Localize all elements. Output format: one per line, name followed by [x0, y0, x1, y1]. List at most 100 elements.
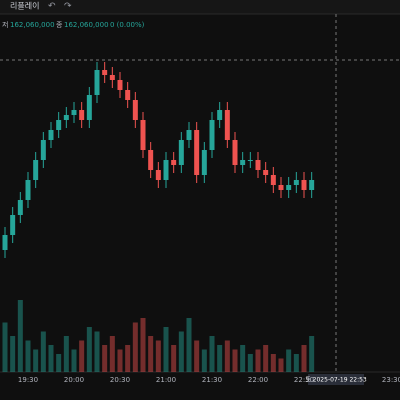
volume-bar	[270, 354, 276, 372]
header-low: 162,060,000	[10, 21, 55, 29]
volume-bar	[224, 340, 230, 372]
volume-bar	[56, 354, 62, 372]
header-close: 162,060,000	[64, 21, 109, 29]
volume-bar	[240, 345, 246, 372]
candle-body	[240, 160, 246, 165]
volume-bar	[186, 318, 192, 372]
candle-body	[232, 140, 238, 165]
header-close-label: 종	[56, 21, 63, 29]
x-tick-label: 21:30	[202, 376, 222, 384]
candle-body	[71, 110, 77, 115]
volume-bar	[125, 345, 131, 372]
volume-bar	[10, 336, 16, 372]
candle-body	[217, 110, 223, 120]
x-tick-label: 22:30	[294, 376, 314, 384]
candle-body	[263, 170, 269, 175]
candle-body	[301, 180, 307, 190]
header-change: 0 (0.00%)	[110, 21, 145, 29]
candle-body	[2, 235, 8, 250]
candle-body	[125, 90, 131, 100]
volume-bar	[163, 327, 169, 372]
candle-body	[270, 175, 276, 185]
volume-bar	[33, 349, 39, 372]
candle-body	[79, 110, 85, 120]
candle-body	[278, 185, 284, 190]
volume-bar	[102, 345, 108, 372]
x-tick-label: 23:30	[382, 376, 400, 384]
candle-body	[117, 80, 123, 90]
volume-bar	[71, 349, 77, 372]
volume-bar	[301, 345, 307, 372]
volume-bar	[2, 322, 8, 372]
volume-bar	[148, 336, 154, 372]
volume-bar	[117, 349, 123, 372]
candle-body	[56, 120, 62, 130]
volume-bar	[293, 354, 299, 372]
toolbar	[0, 0, 400, 14]
candle-body	[33, 160, 39, 180]
candle-body	[86, 95, 92, 120]
x-tick-label: 19:30	[18, 376, 38, 384]
candle-body	[155, 170, 161, 180]
candle-body	[25, 180, 31, 200]
volume-bar	[25, 340, 31, 372]
candle-body	[102, 70, 108, 75]
candle-body	[178, 140, 184, 165]
candle-body	[186, 130, 192, 140]
volume-bar	[201, 349, 207, 372]
volume-bar	[17, 300, 23, 372]
volume-bar	[79, 340, 85, 372]
volume-bar	[209, 336, 215, 372]
candle-body	[17, 200, 23, 215]
volume-bar	[94, 331, 100, 372]
candle-body	[40, 140, 46, 160]
candle-body	[109, 75, 115, 80]
candle-body	[132, 100, 138, 120]
redo[interactable]: ↷	[64, 2, 72, 12]
candle-body	[194, 130, 200, 175]
volume-bar	[155, 340, 161, 372]
x-tick-label: 21:00	[156, 376, 176, 384]
volume-bar	[132, 322, 138, 372]
volume-bar	[109, 336, 115, 372]
volume-bar	[232, 349, 238, 372]
candle-body	[201, 150, 207, 175]
replay-button[interactable]: 리플레이	[10, 1, 39, 11]
volume-bar	[263, 345, 269, 372]
candle-body	[286, 185, 292, 190]
candle-body	[63, 115, 69, 120]
volume-bar	[309, 336, 315, 372]
candle-body	[309, 180, 315, 190]
cursor-label-bg	[308, 374, 364, 385]
volume-bar	[86, 327, 92, 372]
volume-bar	[178, 331, 184, 372]
candle-body	[171, 160, 177, 165]
volume-bar	[194, 340, 200, 372]
volume-bar	[171, 345, 177, 372]
candle-body	[293, 180, 299, 185]
volume-bar	[286, 349, 292, 372]
volume-bar	[255, 349, 261, 372]
candle-body	[48, 130, 54, 140]
volume-bar	[40, 331, 46, 372]
volume-bar	[278, 358, 284, 372]
candle-body	[163, 160, 169, 180]
candle-body	[94, 70, 100, 95]
x-tick-label: 22:00	[248, 376, 268, 384]
candle-body	[140, 120, 146, 150]
candle-body	[247, 160, 253, 161]
candle-body	[255, 160, 261, 170]
volume-bar	[247, 354, 253, 372]
volume-bar	[140, 318, 146, 372]
cursor-label: 토 2025-07-19 22:53	[305, 377, 367, 384]
candle-body	[148, 150, 154, 170]
x-tick-label: 20:30	[110, 376, 130, 384]
candle-body	[224, 110, 230, 140]
candle-body	[10, 215, 16, 235]
undo[interactable]: ↶	[48, 2, 56, 12]
volume-bar	[217, 345, 223, 372]
volume-bar	[63, 336, 69, 372]
x-tick-label: 20:00	[64, 376, 84, 384]
header-low-label: 저	[2, 20, 8, 29]
